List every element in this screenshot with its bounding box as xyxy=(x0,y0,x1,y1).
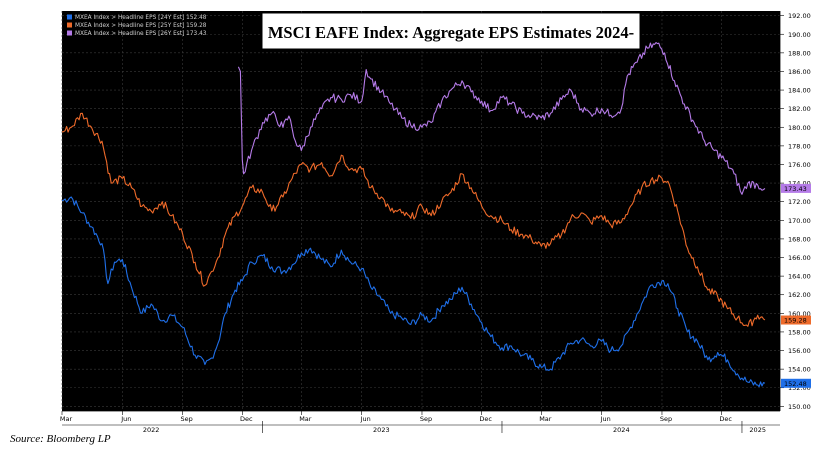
legend-entry: MXEA Index > Headline EPS [25Y Est] 159.… xyxy=(75,23,207,29)
legend: MXEA Index > Headline EPS [24Y Est] 152.… xyxy=(67,14,207,37)
series-line-2 xyxy=(237,42,766,195)
y-tick-label: 168.00 xyxy=(788,235,811,243)
last-value-box xyxy=(781,315,811,325)
y-tick-label: 184.00 xyxy=(788,87,811,95)
y-tick-label: 166.00 xyxy=(788,254,811,262)
x-tick-label: Mar xyxy=(299,415,312,423)
last-value-box xyxy=(781,183,811,193)
y-tick-label: 182.00 xyxy=(788,105,811,113)
year-label: 2025 xyxy=(749,426,766,434)
x-tick-label: Jun xyxy=(120,415,131,423)
grid-lines xyxy=(61,11,780,411)
x-tick-label: Sep xyxy=(181,415,193,423)
last-value-labels: 152.48 159.28 173.43 xyxy=(781,183,811,388)
legend-swatch xyxy=(67,30,72,36)
x-tick-label: Mar xyxy=(539,415,552,423)
y-tick-label: 192.00 xyxy=(788,12,811,20)
y-tick-label: 190.00 xyxy=(788,31,811,39)
x-tick-label: Sep xyxy=(660,415,672,423)
y-tick-label: 178.00 xyxy=(788,142,811,150)
plot-background xyxy=(62,11,780,411)
last-value-box xyxy=(781,378,811,388)
year-label: 2023 xyxy=(373,426,390,434)
title-box: MSCI EAFE Index: Aggregate EPS Estimates… xyxy=(261,12,641,50)
year-label: 2024 xyxy=(613,426,630,434)
year-label: 2022 xyxy=(143,426,160,434)
x-axis: Mar Jun Sep Dec Mar Jun Sep Dec Mar Jun Sep Dec 2022… xyxy=(60,410,780,434)
legend-swatch xyxy=(67,14,72,20)
y-tick-label: 180.00 xyxy=(788,124,811,132)
x-tick-label: Jun xyxy=(360,415,371,423)
y-tick-label: 164.00 xyxy=(788,273,811,281)
x-tick-label: Sep xyxy=(420,415,432,423)
y-tick-label: 156.00 xyxy=(788,347,811,355)
y-tick-label: 174.00 xyxy=(788,180,811,188)
y-tick-label: 186.00 xyxy=(788,68,811,76)
x-tick-label: Dec xyxy=(240,415,253,423)
series-line-0 xyxy=(61,196,766,388)
y-tick-label: 176.00 xyxy=(788,161,811,169)
last-value-label: 159.28 xyxy=(784,317,807,325)
y-axis: 150.00 152.00 154.00 156.00 158.00 160.00 162.… xyxy=(779,11,811,411)
y-tick-label: 154.00 xyxy=(788,366,811,374)
y-tick-label: 188.00 xyxy=(788,49,811,57)
y-tick-label: 160.00 xyxy=(788,310,811,318)
y-tick-label: 162.00 xyxy=(788,291,811,299)
chart-title: MSCI EAFE Index: Aggregate EPS Estimates… xyxy=(268,23,634,42)
y-tick-label: 172.00 xyxy=(788,198,811,206)
y-tick-label: 158.00 xyxy=(788,328,811,336)
y-tick-label: 150.00 xyxy=(788,403,811,411)
series-lines xyxy=(61,42,766,388)
x-tick-label: Dec xyxy=(479,415,492,423)
source-note: Source: Bloomberg LP xyxy=(10,433,111,445)
x-tick-label: Dec xyxy=(719,415,732,423)
y-tick-label: 152.00 xyxy=(788,384,811,392)
x-tick-label: Mar xyxy=(60,415,73,423)
series-line-1 xyxy=(61,112,766,327)
y-tick-label: 170.00 xyxy=(788,217,811,225)
legend-entry: MXEA Index > Headline EPS [24Y Est] 152.… xyxy=(75,15,207,21)
last-value-label: 173.43 xyxy=(784,185,807,193)
x-tick-label: Jun xyxy=(600,415,611,423)
legend-entry: MXEA Index > Headline EPS [26Y Est] 173.… xyxy=(75,31,207,37)
last-value-label: 152.48 xyxy=(784,380,807,388)
legend-swatch xyxy=(67,22,72,28)
